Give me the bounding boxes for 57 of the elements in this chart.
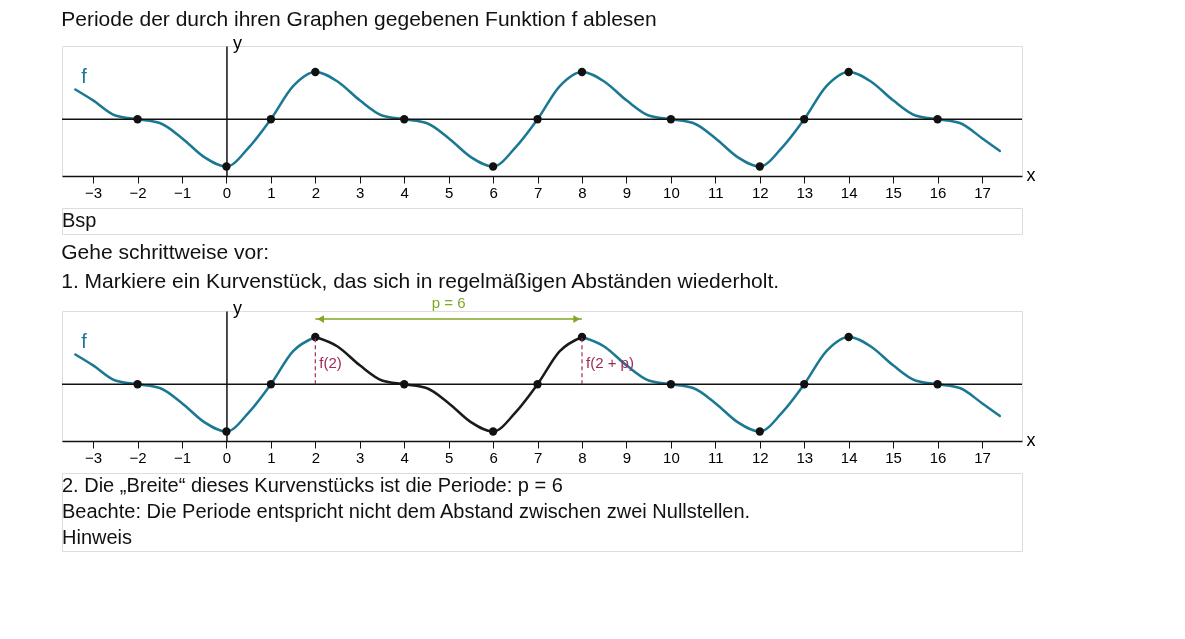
x-tick-label: 6 <box>489 183 498 201</box>
x-tick-label: 13 <box>796 183 814 201</box>
x-tick-label: 0 <box>222 183 232 201</box>
text: Hinweis <box>62 526 133 548</box>
x-tick-label: −3 <box>85 183 103 201</box>
x-tick-label: 15 <box>885 448 902 466</box>
x-tick-label: 1 <box>267 448 276 466</box>
x-tick-label: 10 <box>663 183 680 201</box>
text: p = 6 <box>431 294 466 312</box>
chart-title: Gehe schrittweise vor: <box>61 240 269 264</box>
x-tick-label: 12 <box>751 183 769 201</box>
x-tick-label: 9 <box>622 448 632 466</box>
x-tick-label: 13 <box>796 448 814 466</box>
x-tick-label: 4 <box>400 448 409 466</box>
x-tick-label: 2 <box>311 448 321 466</box>
x-tick-label: 11 <box>708 448 724 466</box>
x-tick-label: 16 <box>929 183 947 201</box>
text: Beachte: Die Periode entspricht nicht dem Abstand zwischen zwei Nullstellen. <box>62 500 751 522</box>
x-tick-label: 5 <box>444 183 454 201</box>
x-tick-label: −1 <box>173 448 192 466</box>
x-tick-label: 3 <box>356 448 365 466</box>
chart-subtitle: 1. Markiere ein Kurvenstück, das sich in regelmäßigen Abständen wiederholt. <box>61 269 780 293</box>
x-tick-label: 17 <box>974 183 991 201</box>
x-axis-title: x <box>1026 164 1036 185</box>
x-tick-label: 12 <box>751 448 769 466</box>
x-tick-label: 4 <box>400 183 409 201</box>
x-axis-title: x <box>1026 429 1036 450</box>
x-tick-label: 11 <box>708 183 724 201</box>
text: Bsp <box>62 209 97 231</box>
x-tick-label: 10 <box>663 448 680 466</box>
x-tick-label: −1 <box>173 183 192 201</box>
x-tick-label: 0 <box>222 448 232 466</box>
text: 2. Die „Breite“ dieses Kurvenstücks ist die Periode: p = 6 <box>62 474 563 496</box>
x-tick-label: 5 <box>444 448 454 466</box>
chart-title: Periode der durch ihren Graphen gegebenen Funktion f ablesen <box>61 7 657 30</box>
x-tick-label: 16 <box>929 448 947 466</box>
x-tick-label: 14 <box>840 448 858 466</box>
x-tick-label: 14 <box>840 183 858 201</box>
y-axis-title: y <box>232 32 242 53</box>
series-label: f <box>81 330 88 353</box>
x-tick-label: 17 <box>974 448 991 466</box>
series-label: f <box>81 65 88 88</box>
x-tick-label: 15 <box>885 183 902 201</box>
x-tick-label: 8 <box>578 183 587 201</box>
ref-line-label: f(2) <box>319 354 342 371</box>
x-tick-label: −2 <box>129 448 147 466</box>
x-tick-label: 7 <box>533 183 543 201</box>
x-tick-label: 8 <box>578 448 587 466</box>
x-tick-label: 7 <box>533 448 543 466</box>
x-tick-label: 6 <box>489 448 498 466</box>
x-tick-label: −3 <box>85 448 103 466</box>
x-tick-label: 2 <box>311 183 321 201</box>
x-tick-label: 3 <box>356 183 365 201</box>
x-tick-label: −2 <box>129 183 147 201</box>
x-tick-label: 9 <box>622 183 632 201</box>
y-axis-title: y <box>232 297 242 318</box>
x-tick-label: 1 <box>267 183 276 201</box>
